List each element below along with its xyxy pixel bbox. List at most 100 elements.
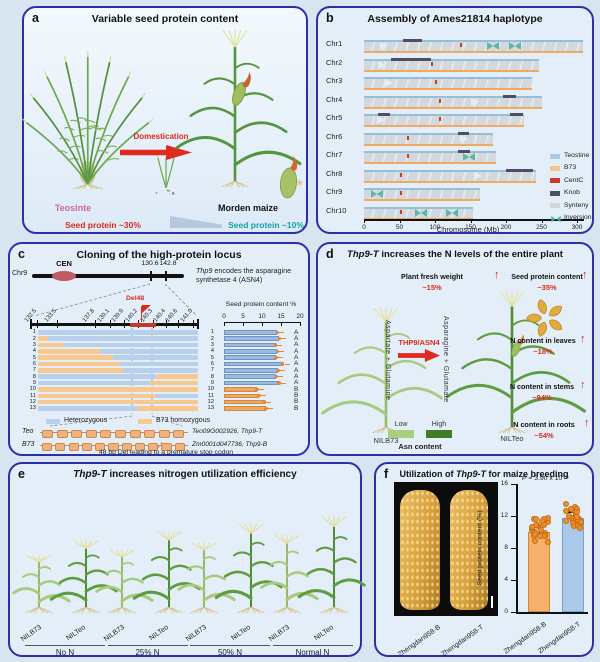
panel-e-title: Thp9-T increases nitrogen utilization ef…: [10, 469, 360, 480]
chromosome-band: [364, 150, 497, 164]
genotype-row: [38, 387, 198, 392]
stat-label: N content in leaves: [510, 336, 576, 345]
f-ytick: [511, 580, 516, 582]
legend-label: Inversion: [564, 214, 592, 221]
increase-arrow-icon: ↑: [580, 333, 586, 345]
centc-mark: [406, 154, 409, 158]
bar-error-dot: [255, 387, 259, 392]
genotype-segment: [156, 374, 198, 380]
axis-tick: [399, 219, 401, 223]
stat-value: ~94%: [532, 393, 552, 402]
exon-box: [95, 442, 106, 451]
f-ytick-label: 4: [504, 576, 508, 583]
del-region: [130, 322, 156, 327]
nilteo-plant: [297, 510, 366, 614]
legend-label: Knob: [564, 189, 580, 197]
thp9-note-gene: Thp9: [196, 266, 213, 275]
row-number: 10: [29, 386, 36, 393]
stat-label: Plant fresh weight: [401, 272, 463, 281]
bar-whisker: [279, 369, 285, 371]
mark-142-tick: [165, 270, 167, 281]
panel-c-label: c: [18, 247, 25, 261]
row-number-right: 11: [207, 392, 214, 399]
exon-box: [71, 429, 83, 438]
data-point: [531, 538, 538, 545]
cbar-tick: [281, 322, 282, 326]
f-baseline: [516, 612, 588, 614]
genotype-segment: [38, 406, 138, 411]
exon-box: [134, 442, 146, 451]
genotype-row: [38, 342, 198, 348]
nilb73-plant: [12, 552, 71, 614]
genotype-row: [38, 355, 198, 360]
seed-cluster-icon: [524, 296, 568, 340]
chromosome-name: Chr8: [326, 168, 343, 178]
asn-low-label: Low: [394, 421, 408, 428]
stat-label: Seed protein content: [511, 272, 583, 281]
asn-high-swatch: [426, 430, 452, 438]
legend-label: Synteny: [564, 201, 589, 209]
row-number-right: 12: [207, 399, 214, 406]
gene-models: Teo Teo09G002926, Thp9-T B73 Zm0001d047736,…: [10, 244, 312, 458]
centc-mark: [399, 191, 402, 195]
data-point: [574, 514, 581, 521]
stat-label: N content in stems: [509, 382, 575, 391]
group-letter: A: [294, 334, 299, 342]
centc-mark: [406, 135, 409, 140]
panel-e: e Thp9-T increases nitrogen utilization …: [8, 462, 366, 657]
centc-mark: [399, 209, 402, 214]
legend-entry: Inversion: [550, 214, 594, 224]
genotype-row: [38, 336, 198, 341]
group-underline: [25, 645, 105, 646]
chromosome-name: Chr6: [326, 131, 343, 141]
row-number-right: 3: [210, 341, 214, 348]
gene-model-line: [40, 432, 188, 433]
protein-right-label: Seed protein ~10%: [228, 220, 304, 230]
maize-plant-illustration: [175, 29, 302, 188]
group-underline: [272, 645, 353, 646]
panel-b: b Assembly of Ames21814 haplotype Chr1 C…: [316, 6, 594, 234]
chromosome-band: [364, 77, 532, 90]
inversion-mark: [414, 208, 427, 218]
knob-mark: [403, 39, 423, 42]
data-point: [533, 515, 540, 522]
nitrogen-group-label: Normal N: [295, 647, 330, 657]
teosinte-spike-svg: [155, 154, 177, 195]
chromosome-assembly-rows: Chr1 Chr2 Chr3 Chr4 Chr5: [326, 8, 588, 220]
maize-plant-illustration: [132, 530, 201, 614]
bar-whisker: [258, 388, 264, 390]
f-ytick: [511, 548, 516, 550]
genotype-segment: [38, 342, 64, 348]
chromosome-row: Chr4: [326, 94, 588, 109]
del-caption: 48 bp Del leading to a premature stop co…: [98, 449, 234, 456]
legend-entry: Teostine: [550, 152, 594, 162]
genotype-segment: [38, 355, 114, 360]
chromosome-name: Chr9: [326, 187, 343, 196]
thp9-note: Thp9 encodes the asparagine synthetase 4…: [196, 266, 308, 285]
legend-swatch: [550, 203, 560, 209]
legend-swatch: [550, 190, 560, 196]
group-letter: A: [294, 366, 299, 374]
centc-mark: [431, 61, 434, 66]
map-tick: [178, 320, 180, 328]
group-letter: A: [294, 347, 299, 355]
nilb73-plant: [177, 538, 236, 614]
axis-tick-label: 250: [536, 224, 547, 231]
legend-label: B73: [564, 164, 577, 172]
maize-illustration: [175, 20, 302, 188]
axis-tick: [541, 219, 543, 223]
bar-error-dot: [275, 349, 280, 353]
asn-content-caption: Asn content: [398, 442, 442, 451]
exon-box: [129, 429, 141, 438]
bar-error-dot: [273, 343, 278, 347]
legend-entry: B73: [550, 164, 594, 174]
assembly-gap: [474, 171, 483, 180]
row-number: 7: [32, 367, 36, 374]
panel-d-label: d: [326, 247, 334, 261]
f-ytick: [511, 484, 516, 486]
enzyme-label: THP9/ASN4: [398, 338, 440, 347]
stat-value: ~18%: [533, 347, 553, 356]
centc-mark: [399, 172, 402, 177]
bar-error-dot: [264, 406, 268, 411]
axis-tick: [435, 219, 436, 223]
